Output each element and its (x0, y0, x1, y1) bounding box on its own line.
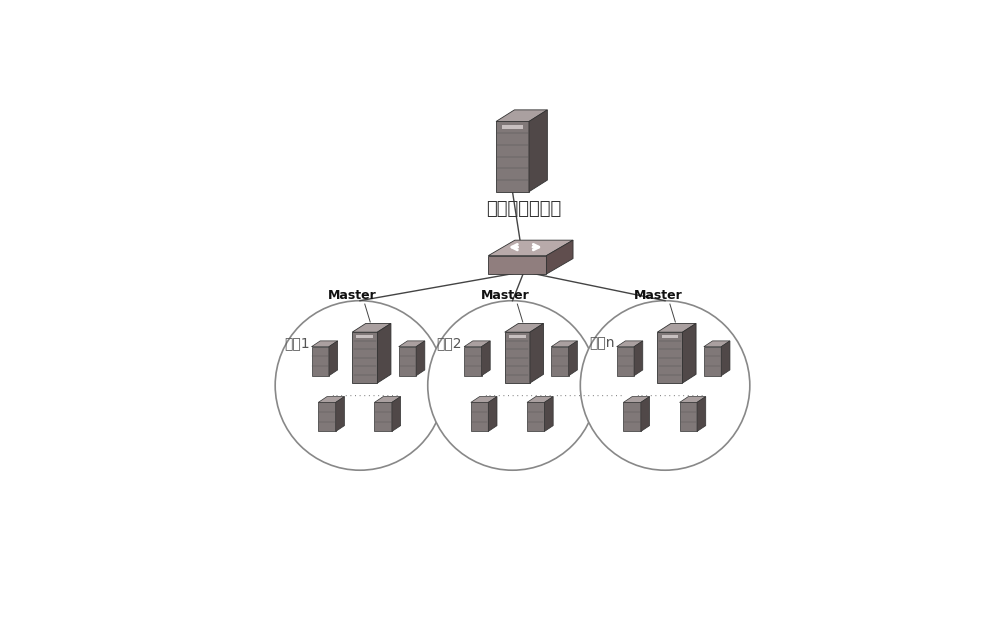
Polygon shape (527, 397, 553, 403)
Polygon shape (496, 110, 547, 121)
Polygon shape (318, 403, 336, 431)
Text: ···············: ··············· (635, 393, 705, 402)
Text: 集群1: 集群1 (284, 336, 310, 350)
Polygon shape (336, 397, 344, 431)
Polygon shape (704, 341, 730, 347)
Polygon shape (634, 341, 643, 376)
Polygon shape (482, 341, 490, 376)
Polygon shape (721, 341, 730, 376)
Circle shape (428, 301, 597, 470)
Polygon shape (529, 110, 547, 192)
Polygon shape (530, 323, 543, 383)
Text: 集群2: 集群2 (436, 336, 462, 350)
Polygon shape (392, 397, 401, 431)
Polygon shape (312, 341, 338, 347)
Polygon shape (657, 323, 696, 332)
Polygon shape (509, 335, 526, 338)
Polygon shape (496, 121, 529, 192)
Polygon shape (318, 397, 344, 403)
Polygon shape (704, 347, 721, 376)
Polygon shape (471, 397, 497, 403)
Polygon shape (551, 347, 569, 376)
Circle shape (580, 301, 750, 470)
Polygon shape (329, 341, 338, 376)
Polygon shape (488, 397, 497, 431)
Polygon shape (502, 125, 523, 129)
Polygon shape (617, 341, 643, 347)
Polygon shape (623, 397, 650, 403)
Polygon shape (399, 347, 416, 376)
Polygon shape (356, 335, 373, 338)
Polygon shape (312, 347, 329, 376)
Text: ···············: ··············· (483, 393, 552, 402)
Polygon shape (416, 341, 425, 376)
Polygon shape (546, 240, 573, 274)
Polygon shape (377, 323, 391, 383)
Polygon shape (352, 323, 391, 332)
Polygon shape (464, 341, 490, 347)
Text: ···············: ··············· (554, 393, 623, 402)
Text: 调度中心服务器: 调度中心服务器 (486, 201, 562, 218)
Polygon shape (617, 347, 634, 376)
Polygon shape (471, 403, 488, 431)
Polygon shape (551, 341, 577, 347)
Text: 集群n: 集群n (589, 336, 615, 350)
Polygon shape (399, 341, 425, 347)
Polygon shape (505, 323, 543, 332)
Polygon shape (657, 332, 682, 383)
Polygon shape (680, 397, 706, 403)
Text: Master: Master (328, 289, 377, 302)
Polygon shape (527, 403, 544, 431)
Polygon shape (623, 403, 641, 431)
Polygon shape (488, 240, 573, 255)
Text: Master: Master (481, 289, 530, 302)
Polygon shape (641, 397, 650, 431)
Polygon shape (488, 255, 546, 274)
Text: ···············: ··············· (330, 393, 399, 402)
Text: Master: Master (633, 289, 682, 302)
Polygon shape (697, 397, 706, 431)
Polygon shape (374, 397, 401, 403)
Polygon shape (374, 403, 392, 431)
Polygon shape (682, 323, 696, 383)
Polygon shape (662, 335, 678, 338)
Polygon shape (464, 347, 482, 376)
Circle shape (275, 301, 445, 470)
Polygon shape (544, 397, 553, 431)
Polygon shape (352, 332, 377, 383)
Polygon shape (680, 403, 697, 431)
Polygon shape (505, 332, 530, 383)
Polygon shape (569, 341, 577, 376)
